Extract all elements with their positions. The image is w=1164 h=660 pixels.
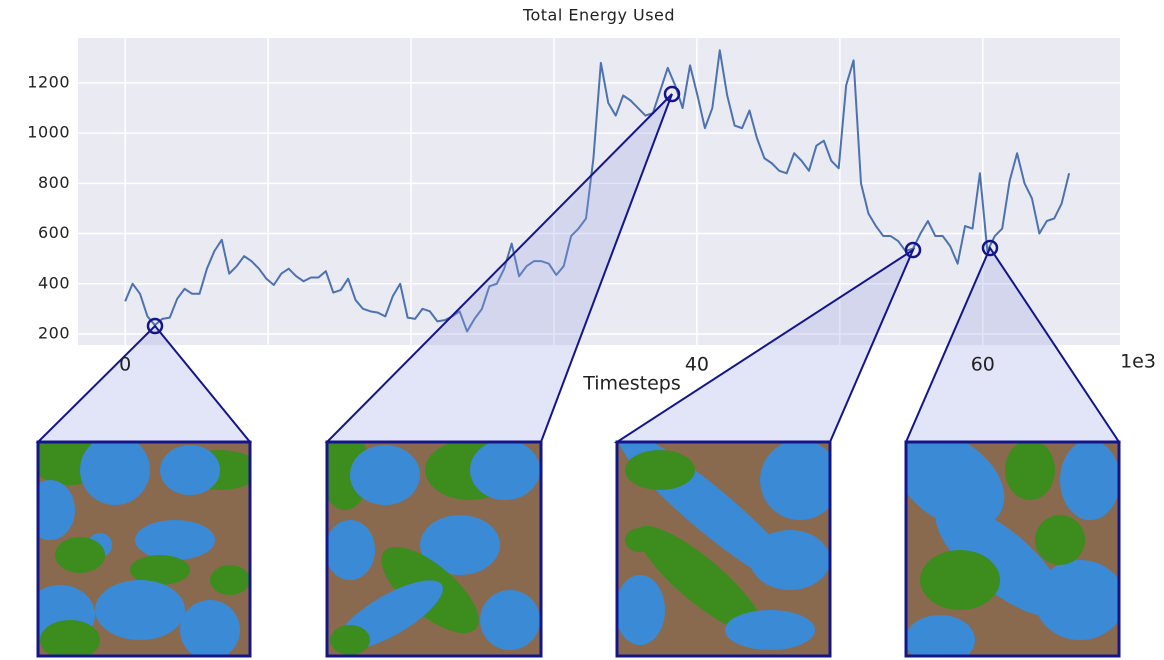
x-tick-label: 60: [971, 354, 995, 376]
x-axis-label: Timesteps: [582, 373, 681, 395]
y-tick-label: 800: [38, 173, 70, 192]
x-axis-offset: 1e3: [1120, 351, 1156, 373]
x-tick-label: 0: [119, 354, 131, 376]
x-tick-label: 40: [685, 354, 709, 376]
inset-1: [25, 435, 260, 660]
y-tick-label: 200: [38, 323, 70, 342]
inset-3: [604, 416, 840, 656]
y-tick-label: 600: [38, 223, 70, 242]
y-tick-label: 400: [38, 273, 70, 292]
y-tick-label: 1200: [27, 72, 70, 91]
inset-4: [878, 413, 1125, 660]
inset-2: [320, 430, 541, 660]
chart-title: Total Energy Used: [522, 6, 675, 25]
y-tick-label: 1000: [27, 123, 70, 142]
figure: Total Energy Used Timesteps 1e3: [0, 0, 1164, 660]
